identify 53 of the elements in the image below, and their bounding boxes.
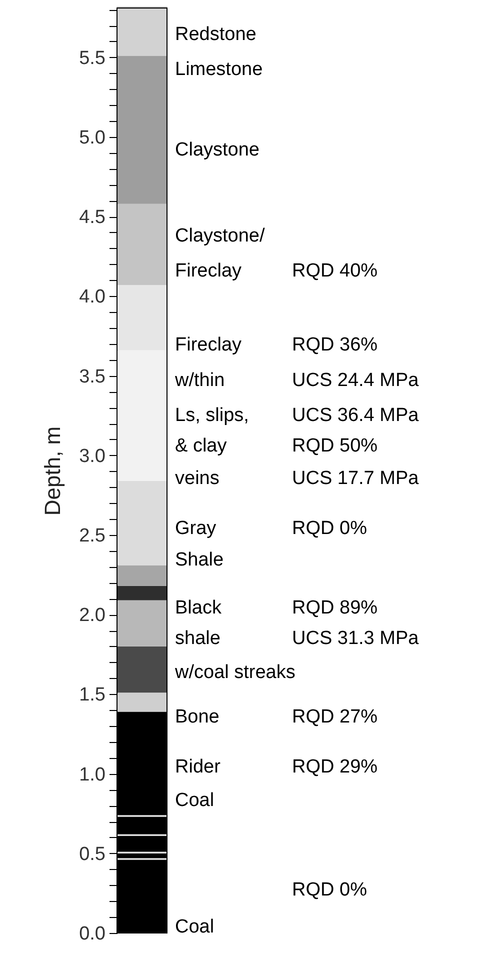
text: Shale: [175, 549, 224, 570]
text: w/coal streaks: [174, 662, 296, 684]
y-tick-label: 4.0: [79, 286, 106, 308]
text: RQD 27%: [292, 706, 378, 728]
bar: [117, 586, 167, 600]
bar: [117, 56, 167, 204]
y-tick-label: 1.0: [79, 764, 106, 786]
text: Redstone: [175, 24, 256, 45]
bar: [117, 600, 167, 646]
bar: [117, 480, 167, 566]
text: Fireclay: [175, 334, 242, 356]
y-tick-label: 2.5: [79, 525, 106, 546]
text: Fireclay: [175, 260, 242, 282]
text: UCS 31.3 MPa: [292, 628, 420, 649]
y-axis-title: Depth, m: [40, 426, 66, 516]
text: Limestone: [175, 59, 263, 80]
text: Rider: [175, 756, 222, 778]
bar: [117, 6, 167, 56]
text: w/thin: [174, 370, 225, 391]
text: Coal: [175, 916, 214, 938]
text: RQD 50%: [292, 436, 378, 457]
y-tick-label: 0.0: [79, 924, 106, 944]
text: RQD 36%: [292, 334, 378, 356]
y-tick-label: 0.5: [79, 844, 106, 865]
text: Gray: [175, 518, 217, 539]
text: UCS 36.4 MPa: [292, 405, 420, 426]
y-tick-label: 5.5: [79, 48, 106, 69]
text: Bone: [175, 706, 220, 728]
text: Claystone: [175, 140, 260, 161]
y-tick-label: 1.5: [79, 684, 106, 706]
text: RQD 89%: [292, 597, 378, 618]
text: shale: [175, 628, 220, 649]
text: Claystone/: [175, 226, 266, 247]
text: Coal: [175, 790, 214, 811]
y-tick-label: 5.0: [79, 127, 106, 148]
text: RQD 29%: [292, 756, 378, 778]
text: UCS 24.4 MPa: [292, 370, 420, 391]
text: UCS 17.7 MPa: [292, 468, 420, 489]
text: Black: [175, 597, 222, 618]
text: veins: [175, 468, 220, 489]
y-tick-label: 4.5: [79, 207, 106, 228]
bar: [117, 565, 167, 586]
text: & clay: [175, 436, 228, 457]
text: RQD 0%: [292, 518, 368, 539]
text: Ls, slips,: [175, 405, 249, 426]
text: RQD 0%: [292, 880, 368, 901]
y-tick-label: 3.5: [79, 366, 106, 388]
text: RQD 40%: [292, 260, 378, 282]
bar: [117, 204, 167, 286]
bar: [117, 692, 167, 712]
y-tick-label: 2.0: [79, 605, 106, 626]
y-tick-label: 3.0: [79, 446, 106, 467]
bar: [117, 646, 167, 693]
